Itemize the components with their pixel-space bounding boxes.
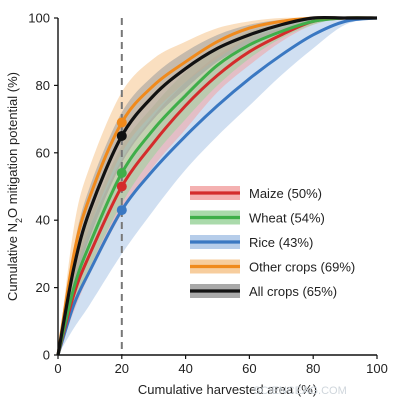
legend-label-other-crops: Other crops (69%) [249,260,355,275]
series-markers [116,117,127,216]
legend-label-wheat: Wheat (54%) [249,211,325,226]
line-rice [56,16,378,356]
y-tick-label: 80 [36,78,50,93]
x-tick-label: 100 [366,361,388,376]
marker-all-crops [116,130,127,141]
x-tick-label: 80 [306,361,320,376]
marker-maize [116,181,127,192]
axes [54,17,378,359]
line-wheat [56,16,378,356]
y-axis-title: Cumulative N2O mitigation potential (%) [5,72,24,301]
x-tick-label: 60 [242,361,256,376]
x-tick-label: 0 [54,361,61,376]
y-tick-label: 20 [36,280,50,295]
marker-other-crops [116,117,127,128]
tick-labels: 0 20 40 60 80 100 0 20 40 60 80 100 [28,11,388,377]
watermark-text: SCIENCEAG.COM [253,385,347,397]
marker-rice [116,205,127,216]
legend-label-rice: Rice (43%) [249,235,313,250]
x-tick-label: 40 [178,361,192,376]
x-tick-label: 20 [115,361,129,376]
legend-label-maize: Maize (50%) [249,186,322,201]
y-axis-title-part: Cumulative N [5,223,20,301]
y-axis-title-part: 2 [14,218,24,223]
line-all-crops [56,15,377,356]
y-tick-label: 100 [28,11,50,26]
marker-wheat [116,168,127,179]
y-tick-label: 60 [36,145,50,160]
legend: Maize (50%) Wheat (54%) Rice (43%) Other cr… [190,186,355,299]
y-tick-label: 40 [36,213,50,228]
legend-label-all-crops: All crops (65%) [249,284,337,299]
y-axis-title-part: O mitigation potential (%) [5,72,20,218]
series-lines [56,15,378,356]
x-axis-title: Cumulative harvested area (%) [138,382,317,397]
y-tick-label: 0 [43,348,50,363]
